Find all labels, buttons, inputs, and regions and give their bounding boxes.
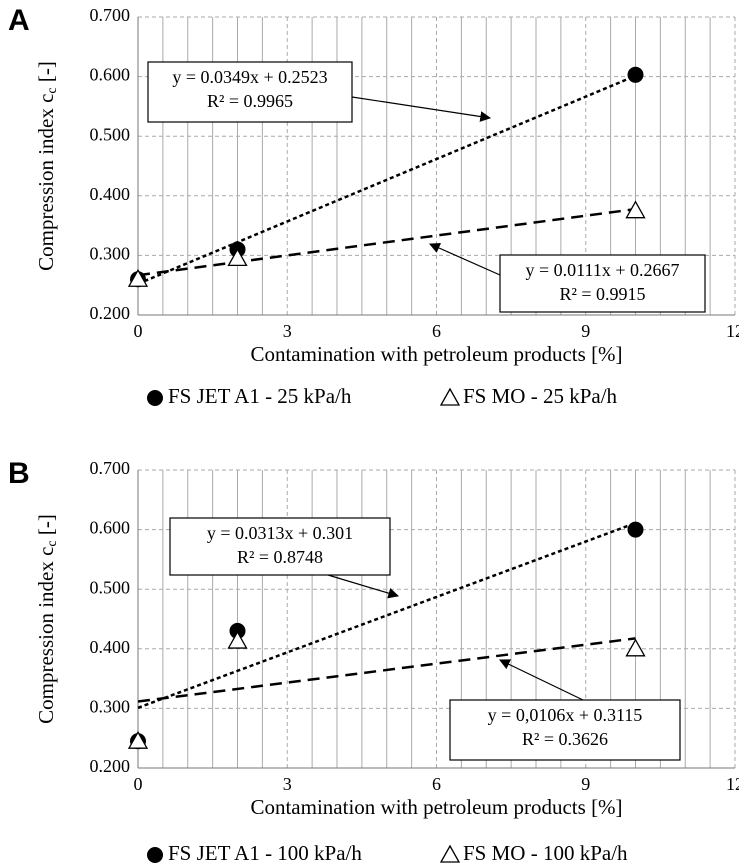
legend-label: FS MO - 100 kPa/h [463, 841, 628, 865]
x-tick-label: 9 [581, 321, 590, 341]
data-point [627, 521, 644, 538]
y-label-suffix: [-] [34, 514, 58, 540]
x-tick-label: 3 [283, 321, 292, 341]
y-label-main: Compression index c [34, 547, 58, 724]
annotation-text: y = 0,0106x + 0.3115 [488, 705, 643, 725]
annotation-text: R² = 0.9965 [207, 91, 293, 111]
panel-label: B [8, 457, 30, 490]
y-label-suffix: [-] [34, 61, 58, 87]
x-tick-label: 12 [726, 321, 739, 341]
annotation-arrow [327, 574, 400, 599]
data-point [227, 248, 248, 267]
x-axis-label: Contamination with petroleum products [%… [250, 342, 622, 366]
y-axis-label: Compression index cc [-] [34, 61, 60, 271]
annotation-arrow [499, 659, 584, 701]
data-point [227, 630, 248, 649]
y-tick-label: 0.700 [90, 458, 131, 478]
y-label-main: Compression index c [34, 94, 58, 271]
x-axis-label: Contamination with petroleum products [%… [250, 795, 622, 819]
annotation-box [449, 699, 681, 761]
annotation-arrow [351, 96, 492, 122]
y-tick-label: 0.700 [90, 5, 131, 25]
y-tick-label: 0.200 [90, 303, 131, 323]
legend-marker [147, 390, 163, 406]
x-tick-label: 12 [726, 774, 739, 794]
annotation-box [169, 517, 391, 576]
data-point [625, 638, 646, 657]
legend-label: FS JET A1 - 25 kPa/h [168, 384, 352, 408]
y-tick-label: 0.400 [90, 637, 131, 657]
annotation-text: y = 0.0313x + 0.301 [207, 523, 353, 543]
x-tick-label: 6 [432, 321, 441, 341]
legend-marker [439, 387, 461, 406]
x-tick-label: 0 [134, 774, 143, 794]
y-tick-label: 0.500 [90, 124, 131, 144]
annotation-text: y = 0.0349x + 0.2523 [172, 67, 327, 87]
legend-marker [439, 844, 461, 863]
data-point [127, 268, 149, 287]
panel-label: A [8, 4, 30, 37]
y-label-sub: c [45, 87, 60, 93]
annotation-text: R² = 0.9915 [559, 284, 645, 304]
y-tick-label: 0.600 [90, 65, 131, 85]
trendline [137, 74, 636, 285]
annotation-text: y = 0.0111x + 0.2667 [526, 260, 680, 280]
trendline [137, 637, 636, 703]
data-point [625, 200, 646, 219]
y-tick-label: 0.300 [90, 697, 131, 717]
y-tick-label: 0.200 [90, 756, 131, 776]
annotation-text: R² = 0.8748 [237, 547, 323, 567]
data-point [627, 66, 644, 83]
legend-marker [147, 847, 163, 863]
y-tick-label: 0.500 [90, 577, 131, 597]
y-axis-label: Compression index cc [-] [34, 514, 60, 724]
data-point [127, 730, 149, 749]
y-label-sub: c [45, 540, 60, 546]
annotation-box [499, 254, 706, 313]
annotation-box [147, 61, 353, 123]
x-tick-label: 3 [283, 774, 292, 794]
x-tick-label: 0 [134, 321, 143, 341]
y-tick-label: 0.300 [90, 244, 131, 264]
y-tick-label: 0.600 [90, 518, 131, 538]
x-tick-label: 6 [432, 774, 441, 794]
legend-label: FS MO - 25 kPa/h [463, 384, 618, 408]
legend-label: FS JET A1 - 100 kPa/h [168, 841, 362, 865]
annotation-arrow [429, 242, 501, 276]
trendline [137, 207, 636, 277]
y-tick-label: 0.400 [90, 184, 131, 204]
annotation-text: R² = 0.3626 [522, 729, 608, 749]
x-tick-label: 9 [581, 774, 590, 794]
trendline [137, 521, 636, 709]
